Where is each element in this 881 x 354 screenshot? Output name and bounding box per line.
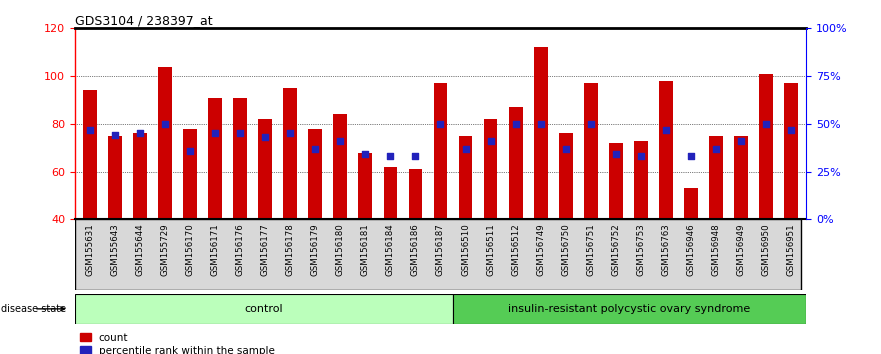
Bar: [359, 153, 373, 219]
Text: GSM156179: GSM156179: [311, 223, 320, 276]
Text: insulin-resistant polycystic ovary syndrome: insulin-resistant polycystic ovary syndr…: [508, 304, 751, 314]
Bar: [108, 136, 122, 219]
Text: GSM155643: GSM155643: [110, 223, 120, 276]
Text: GSM156949: GSM156949: [737, 223, 745, 275]
Bar: [75, 294, 453, 324]
Text: GSM156180: GSM156180: [336, 223, 344, 276]
Text: GSM156511: GSM156511: [486, 223, 495, 276]
Text: GSM156176: GSM156176: [235, 223, 245, 276]
Text: GSM155631: GSM155631: [85, 223, 94, 276]
Bar: [133, 133, 147, 219]
Text: GSM156948: GSM156948: [712, 223, 721, 276]
Point: [409, 154, 423, 159]
Text: GSM156187: GSM156187: [436, 223, 445, 276]
Point: [107, 132, 122, 138]
Point: [734, 138, 748, 144]
Bar: [308, 129, 322, 219]
Text: GDS3104 / 238397_at: GDS3104 / 238397_at: [75, 14, 212, 27]
Point: [258, 135, 272, 140]
Text: GSM156751: GSM156751: [586, 223, 596, 276]
Point: [508, 121, 522, 127]
Text: GSM156951: GSM156951: [787, 223, 796, 276]
Bar: [83, 91, 97, 219]
Point: [458, 146, 472, 152]
Bar: [233, 98, 247, 219]
Text: GSM155729: GSM155729: [160, 223, 169, 276]
Bar: [183, 129, 197, 219]
Bar: [759, 74, 773, 219]
Bar: [208, 98, 222, 219]
Point: [484, 138, 498, 144]
Point: [208, 131, 222, 136]
Text: GSM156512: GSM156512: [511, 223, 520, 276]
Text: GSM156186: GSM156186: [411, 223, 420, 276]
Point: [659, 127, 673, 132]
Bar: [534, 47, 548, 219]
Bar: [609, 143, 623, 219]
Text: GSM156170: GSM156170: [186, 223, 195, 276]
Bar: [383, 167, 397, 219]
Bar: [258, 119, 272, 219]
Text: GSM155644: GSM155644: [136, 223, 144, 276]
Text: control: control: [245, 304, 284, 314]
Text: GSM156178: GSM156178: [285, 223, 295, 276]
Point: [433, 121, 448, 127]
Point: [133, 131, 147, 136]
Text: GSM156749: GSM156749: [537, 223, 545, 276]
Text: GSM156184: GSM156184: [386, 223, 395, 276]
Point: [308, 146, 322, 152]
Point: [684, 154, 698, 159]
Text: GSM156750: GSM156750: [561, 223, 570, 276]
Text: GSM156946: GSM156946: [686, 223, 695, 276]
Bar: [284, 88, 297, 219]
Text: GSM156753: GSM156753: [636, 223, 646, 276]
Point: [784, 127, 798, 132]
Point: [83, 127, 97, 132]
Bar: [709, 136, 722, 219]
Bar: [659, 81, 673, 219]
Bar: [634, 141, 648, 219]
Bar: [734, 136, 748, 219]
Text: GSM156752: GSM156752: [611, 223, 620, 276]
Text: GSM156950: GSM156950: [761, 223, 771, 276]
Legend: count, percentile rank within the sample: count, percentile rank within the sample: [80, 333, 275, 354]
Bar: [333, 114, 347, 219]
Bar: [484, 119, 498, 219]
Bar: [433, 83, 448, 219]
Bar: [584, 83, 597, 219]
Bar: [559, 133, 573, 219]
Text: GSM156171: GSM156171: [211, 223, 219, 276]
Point: [709, 146, 723, 152]
Bar: [508, 107, 522, 219]
Bar: [453, 294, 806, 324]
Text: GSM156181: GSM156181: [361, 223, 370, 276]
Point: [333, 138, 347, 144]
Point: [759, 121, 774, 127]
Point: [534, 121, 548, 127]
Point: [158, 121, 172, 127]
Bar: [459, 136, 472, 219]
Point: [584, 121, 598, 127]
Point: [609, 152, 623, 157]
Bar: [684, 188, 698, 219]
Point: [383, 154, 397, 159]
Point: [633, 154, 648, 159]
Bar: [409, 169, 422, 219]
Bar: [784, 83, 798, 219]
Point: [233, 131, 248, 136]
Point: [559, 146, 573, 152]
Bar: [159, 67, 172, 219]
Text: disease state: disease state: [2, 304, 67, 314]
Text: GSM156177: GSM156177: [261, 223, 270, 276]
Text: GSM156763: GSM156763: [662, 223, 670, 276]
Point: [359, 152, 373, 157]
Text: GSM156510: GSM156510: [461, 223, 470, 276]
Point: [283, 131, 297, 136]
Point: [183, 148, 197, 154]
